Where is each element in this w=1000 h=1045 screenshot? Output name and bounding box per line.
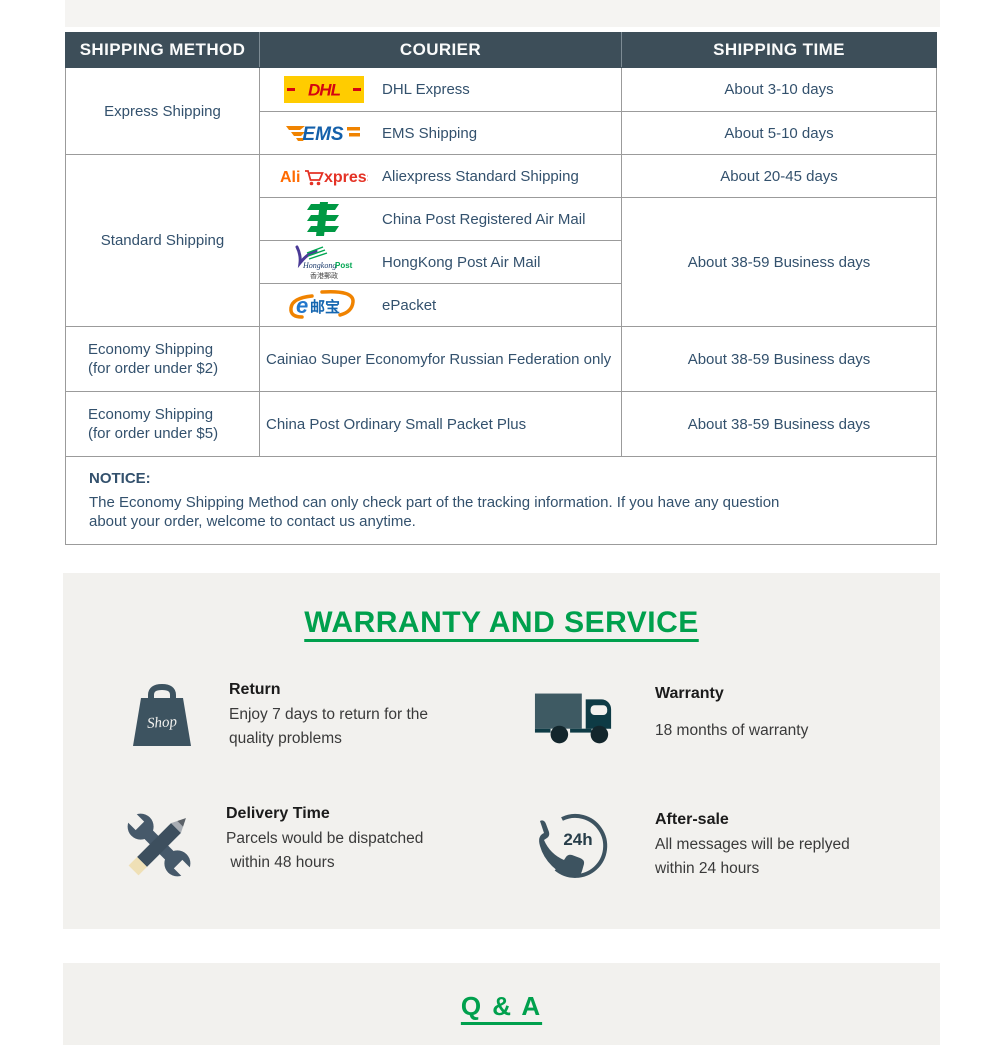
ali-logo-prefix: Ali	[280, 169, 300, 186]
table-row-china-post-registered: China Post Registered Air Mail About 38-…	[66, 197, 937, 327]
courier-label: China Post Registered Air Mail	[382, 210, 586, 228]
table-header-row: SHIPPING METHOD COURIER SHIPPING TIME	[65, 32, 937, 68]
after-sale-badge: 24h	[563, 830, 592, 849]
epacket-logo-e: e	[296, 293, 308, 318]
service-line: quality problems	[229, 730, 342, 747]
time-economy5: About 38-59 Business days	[621, 391, 937, 457]
notice-cell: NOTICE: The Economy Shipping Method can …	[65, 456, 937, 545]
courier-label: ePacket	[382, 296, 437, 314]
hk-logo-name: Hongkong	[302, 261, 336, 270]
method-economy2-line1: Economy Shipping	[88, 341, 214, 358]
warranty-section-title: WARRANTY AND SERVICE	[304, 606, 699, 639]
col-header-shipping-method: SHIPPING METHOD	[65, 32, 260, 68]
table-row-notice: NOTICE: The Economy Shipping Method can …	[65, 456, 937, 545]
table-row-economy5: Economy Shipping (for order under $5) Ch…	[65, 391, 937, 457]
warranty-panel: WARRANTY AND SERVICE Shop Return Enjoy 7…	[63, 573, 940, 929]
phone-24h-icon: 24h	[533, 811, 615, 883]
col-header-courier: COURIER	[259, 32, 622, 68]
courier-cell-ems: EMS EMS Shipping	[259, 111, 622, 155]
service-item-return: Shop Return Enjoy 7 days to return for t…	[121, 681, 428, 751]
table-row-dhl: Express Shipping DHL DHL Express About 3…	[65, 67, 937, 155]
table-row-epacket: e 邮宝 ePacket	[66, 283, 937, 327]
service-line: All messages will be replyed	[655, 836, 850, 853]
service-line: within 48 hours	[226, 854, 335, 871]
china-post-logo-icon	[277, 200, 370, 238]
service-line: Enjoy 7 days to return for the	[229, 706, 429, 723]
shopping-bag-icon: Shop	[121, 681, 203, 751]
service-item-warranty: Warranty 18 months of warranty	[533, 685, 808, 747]
pencil-wrench-icon	[118, 805, 200, 885]
epacket-logo-chinese: 邮宝	[310, 298, 340, 316]
epacket-logo-icon: e 邮宝	[277, 288, 370, 322]
time-standard-merged: About 38-59 Business days	[621, 197, 937, 327]
method-economy5-line1: Economy Shipping	[88, 406, 214, 423]
service-title: After-sale	[655, 811, 729, 828]
col-header-shipping-time: SHIPPING TIME	[621, 32, 937, 68]
time-ems: About 5-10 days	[621, 111, 937, 155]
table-row-ems: EMS EMS Shipping About 5-10 days	[66, 111, 937, 155]
courier-cell-cainiao: Cainiao Super Economyfor Russian Federat…	[259, 326, 622, 392]
ali-logo-suffix: xpress	[324, 169, 368, 186]
service-line: within 24 hours	[655, 860, 760, 877]
time-dhl: About 3-10 days	[621, 67, 937, 112]
qa-panel: Q & A	[63, 963, 940, 1045]
notice-line: The Economy Shipping Method can only che…	[89, 494, 780, 511]
courier-label: Aliexpress Standard Shipping	[382, 167, 579, 185]
table-row-economy2: Economy Shipping (for order under $2) Ca…	[65, 326, 937, 392]
top-strip	[65, 0, 940, 27]
notice-line: about your order, welcome to contact us …	[89, 513, 416, 530]
time-aliexpress: About 20-45 days	[621, 154, 937, 198]
shop-bag-label: Shop	[146, 714, 178, 732]
service-title: Return	[229, 681, 281, 698]
courier-cell-hongkong-post: Hongkong Post 香港郵政 HongKong Post Air Mai…	[259, 240, 622, 284]
service-line: 18 months of warranty	[655, 722, 809, 739]
ems-logo-text: EMS	[302, 124, 344, 145]
ems-logo-icon: EMS	[277, 121, 370, 145]
courier-label: DHL Express	[382, 81, 470, 98]
method-economy2-line2: (for order under $2)	[88, 360, 219, 377]
courier-label: HongKong Post Air Mail	[382, 253, 541, 271]
notice-title: NOTICE:	[89, 470, 151, 487]
table-row-hongkong-post: Hongkong Post 香港郵政 HongKong Post Air Mai…	[66, 240, 937, 284]
method-economy5-line2: (for order under $5)	[88, 425, 219, 442]
method-express: Express Shipping	[65, 67, 260, 155]
courier-cell-aliexpress: Ali xpress Aliexpress Standard Shipping	[259, 154, 622, 198]
courier-cell-china-post: China Post Registered Air Mail	[259, 197, 622, 241]
time-economy2: About 38-59 Business days	[621, 326, 937, 392]
dhl-logo-icon: DHL	[277, 76, 370, 103]
method-standard: Standard Shipping	[65, 154, 260, 327]
service-title: Delivery Time	[226, 805, 330, 822]
service-item-after-sale: 24h After-sale All messages will be repl…	[533, 811, 850, 883]
hongkong-post-logo-icon: Hongkong Post 香港郵政	[277, 243, 370, 281]
courier-cell-china-post-ordinary: China Post Ordinary Small Packet Plus	[259, 391, 622, 457]
method-economy5: Economy Shipping (for order under $5)	[65, 391, 260, 457]
hk-logo-chinese: 香港郵政	[310, 271, 338, 280]
courier-cell-epacket: e 邮宝 ePacket	[259, 283, 622, 327]
dhl-logo-text: DHL	[308, 81, 341, 100]
service-title: Warranty	[655, 685, 724, 702]
courier-label: EMS Shipping	[382, 124, 478, 142]
truck-icon	[533, 685, 615, 747]
courier-cell-dhl: DHL DHL Express	[259, 67, 622, 112]
aliexpress-logo-icon: Ali xpress	[277, 164, 370, 188]
table-row-aliexpress: Standard Shipping Ali xpress	[65, 154, 937, 327]
qa-section-title: Q & A	[460, 991, 543, 1021]
hk-logo-post: Post	[335, 261, 353, 270]
method-economy2: Economy Shipping (for order under $2)	[65, 326, 260, 392]
shipping-table: SHIPPING METHOD COURIER SHIPPING TIME Ex…	[65, 32, 937, 545]
service-item-delivery: Delivery Time Parcels would be dispatche…	[118, 805, 423, 885]
service-line: Parcels would be dispatched	[226, 830, 424, 847]
